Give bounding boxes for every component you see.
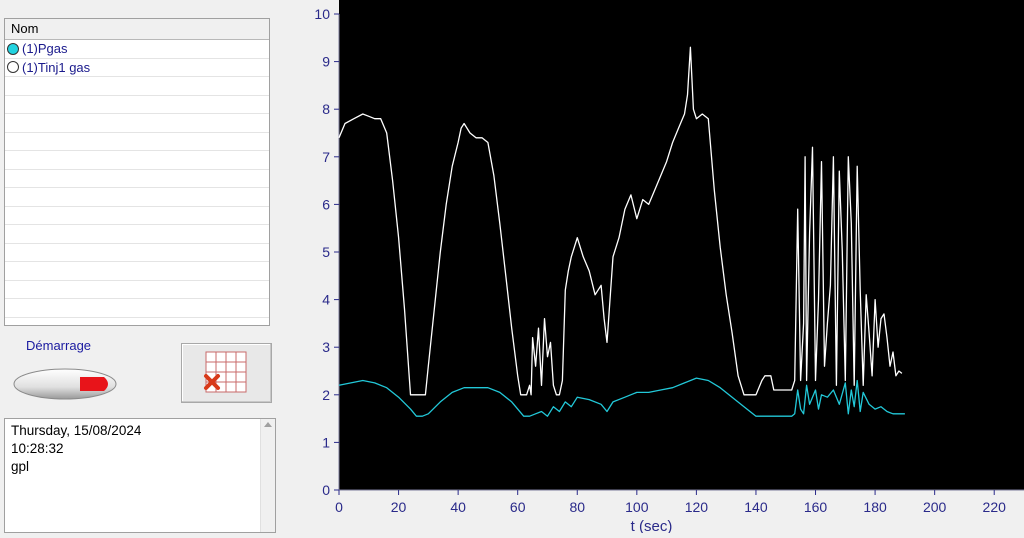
- empty-list-row: [5, 77, 269, 96]
- x-tick-label: 40: [450, 499, 466, 515]
- start-button[interactable]: [12, 367, 118, 401]
- radio-icon[interactable]: [7, 42, 19, 55]
- empty-list-row: [5, 207, 269, 225]
- y-tick-label: 6: [322, 196, 330, 212]
- x-tick-label: 100: [625, 499, 649, 515]
- x-tick-label: 220: [983, 499, 1007, 515]
- chart-area: 0 1 2 3 4 5 6 7 8 9 10 0 20 40 60 80 100 120 140 160 180 200 2…: [294, 0, 1024, 535]
- series-line-tinj1-gas: [338, 377, 905, 417]
- left-panel: Nom (1)Pgas (1)Tinj1 gas Démarrage: [0, 0, 294, 533]
- x-tick-label: 20: [391, 499, 407, 515]
- empty-list-row: [5, 244, 269, 262]
- series-line-pgas: [338, 46, 903, 396]
- list-item[interactable]: (1)Pgas: [5, 40, 269, 59]
- info-scrollbar[interactable]: [260, 419, 275, 532]
- channel-list-rows: (1)Pgas (1)Tinj1 gas: [5, 40, 269, 318]
- scroll-up-icon[interactable]: [264, 422, 272, 427]
- x-tick-label: 180: [863, 499, 887, 515]
- list-item[interactable]: (1)Tinj1 gas: [5, 59, 269, 77]
- plot-background: [339, 0, 1024, 490]
- x-tick-label: 80: [569, 499, 585, 515]
- empty-list-row: [5, 262, 269, 281]
- channel-list[interactable]: Nom (1)Pgas (1)Tinj1 gas: [4, 18, 270, 326]
- empty-list-row: [5, 225, 269, 244]
- empty-list-row: [5, 151, 269, 170]
- list-item-label: (1)Pgas: [22, 41, 68, 57]
- empty-list-row: [5, 133, 269, 151]
- y-tick-label: 5: [322, 244, 330, 260]
- x-tick-label: 200: [923, 499, 947, 515]
- empty-list-row: [5, 114, 269, 133]
- y-tick-label: 8: [322, 101, 330, 117]
- radio-icon[interactable]: [7, 61, 19, 74]
- info-note: gpl: [11, 459, 30, 474]
- y-tick-label: 4: [322, 292, 330, 308]
- play-arrow-icon: [13, 368, 117, 400]
- channel-list-header[interactable]: Nom: [5, 19, 269, 40]
- list-item-label: (1)Tinj1 gas: [22, 59, 91, 75]
- empty-list-row: [5, 188, 269, 207]
- y-tick-label: 3: [322, 339, 330, 355]
- x-tick-label: 0: [335, 499, 343, 515]
- empty-list-row: [5, 170, 269, 188]
- empty-list-row: [5, 281, 269, 299]
- y-tick-label: 2: [322, 387, 330, 403]
- grid-delete-icon: [204, 351, 247, 393]
- x-tick-label: 140: [744, 499, 768, 515]
- empty-list-row: [5, 96, 269, 114]
- start-label: Démarrage: [26, 338, 92, 353]
- x-tick-label: 60: [510, 499, 526, 515]
- y-tick-label: 9: [322, 54, 330, 70]
- info-time: 10:28:32: [11, 441, 64, 456]
- y-tick-label: 0: [322, 482, 330, 498]
- empty-list-row: [5, 299, 269, 318]
- x-tick-label: 160: [804, 499, 828, 515]
- y-tick-label: 1: [322, 434, 330, 450]
- info-box[interactable]: Thursday, 15/08/2024 10:28:32 gpl: [4, 418, 276, 533]
- y-tick-label: 10: [314, 6, 330, 22]
- x-tick-label: 120: [685, 499, 709, 515]
- grid-button[interactable]: [181, 343, 272, 403]
- info-date: Thursday, 15/08/2024: [11, 423, 142, 438]
- x-axis-title: t (sec): [631, 518, 673, 533]
- y-tick-label: 7: [322, 149, 330, 165]
